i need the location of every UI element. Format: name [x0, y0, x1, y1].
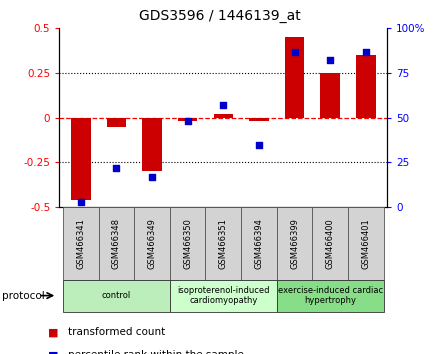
Text: GSM466348: GSM466348	[112, 218, 121, 269]
Text: GSM466351: GSM466351	[219, 218, 228, 269]
Text: GSM466400: GSM466400	[326, 218, 335, 269]
Bar	[312, 207, 348, 280]
Bar	[63, 207, 99, 280]
Bar	[205, 207, 241, 280]
Bar	[63, 280, 170, 312]
Bar	[134, 207, 170, 280]
Bar	[241, 207, 277, 280]
Bar	[170, 280, 277, 312]
Point	[326, 58, 334, 63]
Text: exercise-induced cardiac
hypertrophy: exercise-induced cardiac hypertrophy	[278, 286, 383, 305]
Text: isoproterenol-induced
cardiomyopathy: isoproterenol-induced cardiomyopathy	[177, 286, 270, 305]
Text: GSM466349: GSM466349	[147, 218, 157, 269]
Text: GSM466341: GSM466341	[76, 218, 85, 269]
Bar	[178, 118, 198, 121]
Bar	[249, 118, 269, 121]
Point	[113, 165, 120, 171]
Text: protocol: protocol	[2, 291, 45, 301]
Text: ■: ■	[48, 350, 59, 354]
Text: ■: ■	[48, 327, 59, 337]
Point	[291, 49, 298, 55]
Bar	[106, 118, 126, 127]
Bar	[277, 280, 384, 312]
Text: percentile rank within the sample: percentile rank within the sample	[68, 350, 244, 354]
Bar	[170, 207, 205, 280]
Bar	[71, 118, 91, 200]
Text: GSM466401: GSM466401	[361, 218, 370, 269]
Bar	[277, 207, 312, 280]
Point	[255, 142, 262, 147]
Text: GDS3596 / 1446139_at: GDS3596 / 1446139_at	[139, 9, 301, 23]
Point	[184, 119, 191, 124]
Bar	[99, 207, 134, 280]
Point	[362, 49, 369, 55]
Bar	[142, 118, 162, 171]
Bar	[320, 73, 340, 118]
Text: GSM466350: GSM466350	[183, 218, 192, 269]
Bar	[348, 207, 384, 280]
Point	[77, 199, 84, 205]
Text: GSM466399: GSM466399	[290, 218, 299, 269]
Text: transformed count: transformed count	[68, 327, 165, 337]
Point	[220, 102, 227, 108]
Bar	[356, 55, 376, 118]
Bar	[213, 114, 233, 118]
Text: control: control	[102, 291, 131, 300]
Text: GSM466394: GSM466394	[254, 218, 264, 269]
Bar	[285, 37, 304, 118]
Point	[149, 174, 156, 179]
